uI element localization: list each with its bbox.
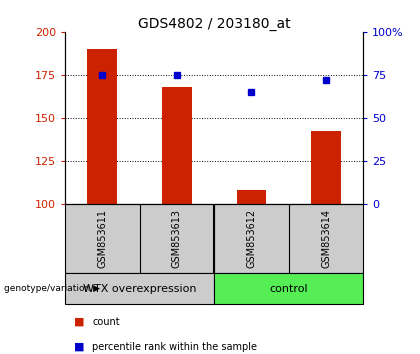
Text: GSM853613: GSM853613	[172, 209, 182, 268]
Text: GSM853611: GSM853611	[97, 209, 108, 268]
Text: ■: ■	[74, 342, 84, 352]
Text: count: count	[92, 317, 120, 327]
Bar	[236, 190, 266, 204]
Text: genotype/variation ▶: genotype/variation ▶	[4, 284, 100, 293]
Text: WTX overexpression: WTX overexpression	[83, 284, 197, 293]
Text: GSM853612: GSM853612	[247, 209, 257, 268]
Text: control: control	[270, 284, 308, 293]
Text: GSM853614: GSM853614	[321, 209, 331, 268]
Text: ■: ■	[74, 317, 84, 327]
Bar	[87, 49, 117, 204]
Bar	[162, 87, 192, 204]
Bar	[214, 273, 363, 304]
Bar	[65, 273, 214, 304]
Title: GDS4802 / 203180_at: GDS4802 / 203180_at	[138, 17, 291, 31]
Text: percentile rank within the sample: percentile rank within the sample	[92, 342, 257, 352]
Bar	[311, 131, 341, 204]
